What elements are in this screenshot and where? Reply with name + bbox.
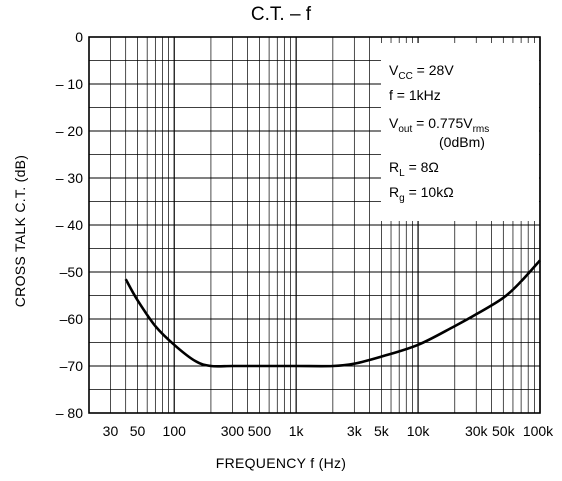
conditions-box [381, 43, 539, 221]
x-tick-labels: 30 50 100 300 500 1k 3k 5k 10k 30k 50k 100k [103, 423, 554, 439]
x-tick-label: 5k [374, 423, 390, 439]
y-tick-label: –70 [60, 358, 84, 374]
x-tick-label: 3k [347, 423, 363, 439]
x-tick-label: 100 [163, 423, 187, 439]
x-tick-label: 10k [407, 423, 431, 439]
y-tick-label: – 80 [56, 405, 83, 421]
y-tick-label: – 20 [56, 123, 83, 139]
y-axis-label: CROSS TALK C.T. (dB) [12, 154, 28, 308]
condition-frequency: f = 1kHz [389, 87, 441, 103]
x-tick-label: 50 [130, 423, 146, 439]
x-tick-label: 500 [248, 423, 272, 439]
y-tick-label: –50 [60, 264, 84, 280]
y-tick-label: – 10 [56, 76, 83, 92]
y-tick-label: – 40 [56, 217, 83, 233]
x-tick-label: 300 [221, 423, 245, 439]
condition-vcc: VCC = 28V [389, 62, 454, 82]
y-tick-label: –60 [60, 311, 84, 327]
x-tick-label: 50k [492, 423, 516, 439]
condition-rg: Rg = 10kΩ [389, 184, 454, 204]
x-tick-label: 100k [523, 423, 554, 439]
y-tick-label: 0 [75, 29, 83, 45]
chart-title: C.T. – f [250, 4, 312, 25]
condition-vout: Vout = 0.775Vrms [389, 115, 490, 135]
x-axis-label: FREQUENCY f (Hz) [215, 455, 347, 471]
x-tick-label: 30k [465, 423, 489, 439]
y-tick-label: – 30 [56, 170, 83, 186]
x-tick-label: 30 [103, 423, 119, 439]
condition-dbm: (0dBm) [439, 134, 485, 150]
x-tick-label: 1k [289, 423, 305, 439]
crosstalk-curve [124, 259, 541, 368]
condition-rl: RL = 8Ω [389, 159, 439, 179]
plot-frame [88, 36, 541, 414]
y-tick-labels: 0 – 10 – 20 – 30 – 40 –50 –60 –70 – 80 [56, 29, 83, 421]
